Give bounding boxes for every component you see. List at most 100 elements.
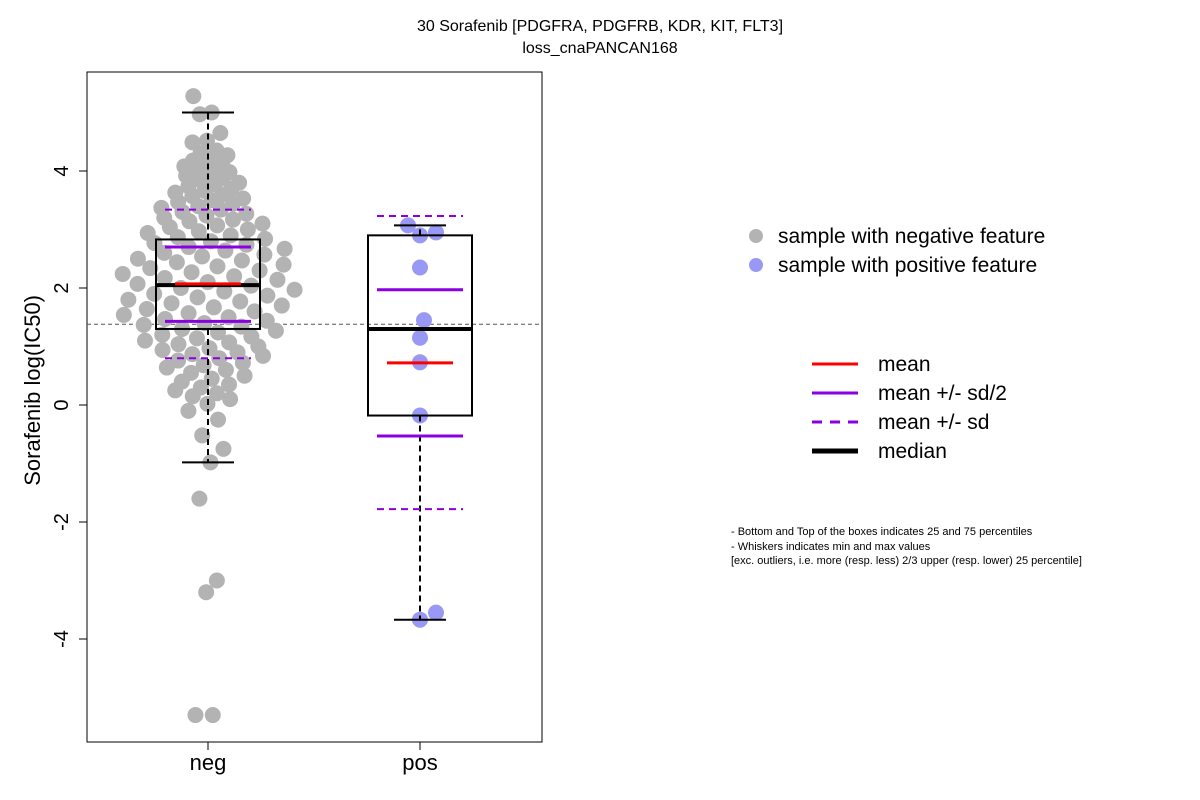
neg-sample-point: [220, 309, 237, 326]
neg-sample-point: [226, 268, 243, 285]
legend-line-label: mean +/- sd/2: [878, 382, 1007, 405]
neg-sample-point: [129, 275, 146, 292]
neg-sample-point: [239, 221, 256, 238]
pos-sample-point: [412, 329, 428, 346]
neg-sample-point: [183, 264, 200, 281]
chart-subtitle: loss_cnaPANCAN168: [522, 40, 678, 57]
neg-sample-point: [217, 242, 234, 259]
x-tick-label: pos: [402, 750, 437, 775]
neg-sample-point: [246, 303, 263, 320]
neg-sample-point: [154, 326, 171, 343]
neg-sample-point: [257, 230, 274, 247]
neg-sample-point: [275, 256, 292, 273]
neg-sample-point: [205, 299, 222, 316]
note-line-2: - Whiskers indicates min and max values: [731, 541, 931, 553]
chart-title: 30 Sorafenib [PDGFRA, PDGFRB, KDR, KIT, …: [416, 18, 784, 35]
legend-line-label: mean: [878, 353, 931, 376]
neg-sample-point: [198, 132, 215, 149]
neg-sample-point: [136, 332, 153, 349]
neg-sample-point: [224, 195, 241, 212]
neg-sample-point: [286, 281, 303, 298]
neg-sample-point: [184, 346, 201, 363]
neg-sample-point: [199, 274, 216, 291]
neg-sample-point: [138, 301, 155, 318]
neg-sample-point: [169, 229, 186, 246]
neg-sample-point: [201, 340, 218, 357]
plot-area: -4 -2 0 2 4 Sorafenib log(IC50) neg pos: [20, 71, 543, 775]
neg-sample-point: [115, 306, 132, 323]
neg-sample-point: [255, 347, 272, 364]
neg-sample-point: [232, 293, 249, 310]
neg-sample-point: [273, 297, 290, 314]
neg-sample-point: [135, 316, 152, 333]
neg-sample-point: [210, 411, 227, 428]
neg-sample-point: [157, 311, 174, 328]
y-tick-label: 0: [51, 399, 73, 410]
neg-sample-point: [209, 217, 226, 234]
pos-sample-point: [412, 259, 428, 276]
neg-sample-point: [189, 289, 206, 306]
neg-sample-point: [194, 427, 211, 444]
neg-sample-point: [276, 240, 293, 257]
pos-sample-point: [428, 604, 444, 621]
legend-line-label: median: [878, 440, 947, 463]
neg-sample-point: [208, 385, 225, 402]
neg-sample-point: [256, 246, 273, 263]
neg-sample-point: [196, 315, 213, 332]
legend-point-marker: [749, 229, 763, 243]
neg-sample-point: [209, 258, 226, 275]
neg-sample-point: [238, 236, 255, 253]
legend-point-label: sample with negative feature: [778, 225, 1045, 248]
neg-sample-point: [198, 207, 215, 224]
neg-sample-point: [185, 88, 202, 105]
neg-sample-point: [208, 572, 225, 589]
neg-sample-point: [187, 707, 204, 724]
neg-sample-point: [120, 291, 137, 308]
neg-sample-point: [204, 707, 221, 724]
neg-sample-point: [190, 223, 207, 240]
neg-sample-point: [212, 201, 229, 218]
legend-point-marker: [749, 258, 763, 272]
legend: sample with negative feature sample with …: [749, 225, 1045, 463]
neg-sample-point: [163, 295, 180, 312]
neg-sample-point: [236, 367, 253, 384]
y-axis-label: Sorafenib log(IC50): [20, 295, 45, 486]
neg-sample-point: [212, 124, 229, 141]
neg-sample-point: [198, 584, 215, 601]
y-tick-label: -2: [51, 513, 73, 531]
iqr-box: [367, 234, 473, 417]
x-tick-label: neg: [190, 750, 227, 775]
neg-sample-point: [146, 285, 163, 302]
neg-sample-point: [269, 271, 286, 288]
neg-sample-point: [184, 134, 201, 151]
neg-sample-point: [167, 382, 184, 399]
neg-sample-point: [233, 252, 250, 269]
neg-sample-point: [184, 388, 201, 405]
legend-line-label: mean +/- sd: [878, 411, 989, 434]
y-tick-label: -4: [51, 630, 73, 648]
y-tick-label: 4: [51, 165, 73, 176]
neg-sample-point: [221, 376, 238, 393]
neg-sample-point: [217, 361, 234, 378]
neg-sample-point: [194, 248, 211, 265]
neg-sample-point: [154, 342, 171, 359]
neg-sample-point: [156, 244, 173, 261]
neg-sample-point: [216, 283, 233, 300]
neg-sample-point: [254, 215, 271, 232]
neg-sample-point: [191, 106, 208, 123]
neg-sample-point: [259, 287, 276, 304]
neg-sample-point: [129, 250, 146, 267]
neg-sample-point: [180, 305, 197, 322]
neg-sample-point: [215, 440, 232, 457]
neg-sample-point: [222, 227, 239, 244]
neg-sample-point: [180, 402, 197, 419]
pos-sample-point: [428, 224, 444, 241]
neg-sample-point: [191, 490, 208, 507]
neg-sample-point: [156, 270, 173, 287]
neg-sample-point: [168, 254, 185, 271]
neg-sample-point: [158, 359, 175, 376]
neg-sample-point: [114, 265, 131, 282]
pos-sample-point: [416, 312, 432, 329]
neg-sample-point: [222, 391, 239, 408]
